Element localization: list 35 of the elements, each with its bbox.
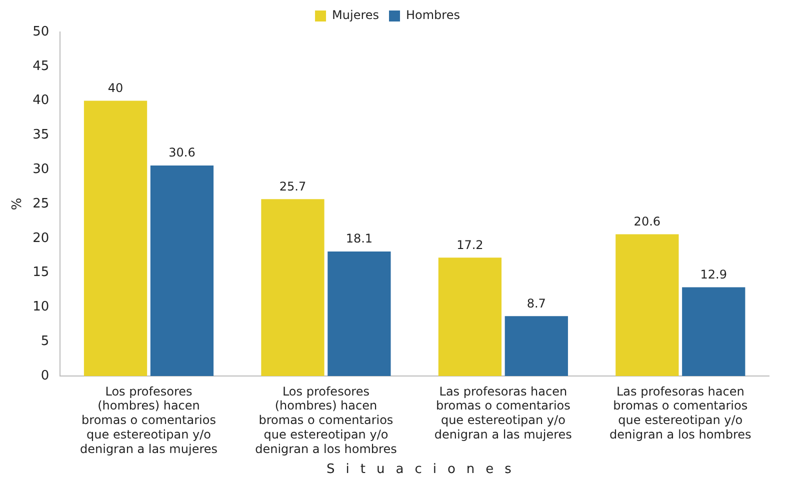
y-axis-title: % — [10, 198, 26, 210]
bar — [261, 199, 324, 376]
y-tick-label: 20 — [32, 230, 50, 246]
data-label: 20.6 — [634, 214, 661, 228]
y-tick-label: 0 — [40, 368, 50, 384]
y-tick-label: 50 — [32, 24, 50, 40]
x-tick-label: Los profesores (hombres) hacen bromas o comentarios que estereotipan y/o denigran a los hombres — [255, 384, 397, 456]
data-label: 25.7 — [279, 179, 306, 194]
bar — [84, 100, 148, 376]
bar — [328, 251, 391, 376]
y-tick-label: 10 — [32, 300, 50, 315]
bar — [150, 165, 214, 376]
data-label: 12.9 — [700, 267, 727, 282]
bar — [682, 287, 746, 376]
y-tick-label: 15 — [32, 265, 50, 280]
data-label: 18.1 — [346, 232, 373, 246]
y-tick-label: 35 — [32, 128, 50, 143]
y-tick-label: 40 — [32, 93, 50, 108]
y-tick-label: 5 — [40, 334, 50, 349]
y-tick-label: 30 — [32, 162, 50, 177]
x-tick-label: Las profesoras hacen bromas o comentarios que estereotipan y/o denigran a las mujeres — [434, 384, 572, 442]
data-label: 30.6 — [168, 146, 196, 160]
x-tick-label: Los profesores (hombres) hacen bromas o comentarios que estereotipan y/o denigran a las mujeres — [80, 384, 218, 456]
data-label: 17.2 — [456, 238, 484, 252]
x-tick-label: Las profesoras hacen bromas o comentarios que estereotipan y/o denigran a los hombres — [610, 384, 752, 442]
x-axis-title: Situaciones — [326, 462, 524, 477]
legend-label: Mujeres — [332, 8, 380, 22]
y-tick-label: 45 — [32, 58, 50, 74]
bar — [616, 234, 679, 376]
y-tick-label: 25 — [32, 196, 50, 212]
data-label: 8.7 — [526, 296, 546, 310]
legend-label: Hombres — [406, 8, 460, 22]
bar — [504, 316, 568, 376]
data-label: 40 — [108, 80, 124, 95]
bar — [438, 258, 502, 376]
